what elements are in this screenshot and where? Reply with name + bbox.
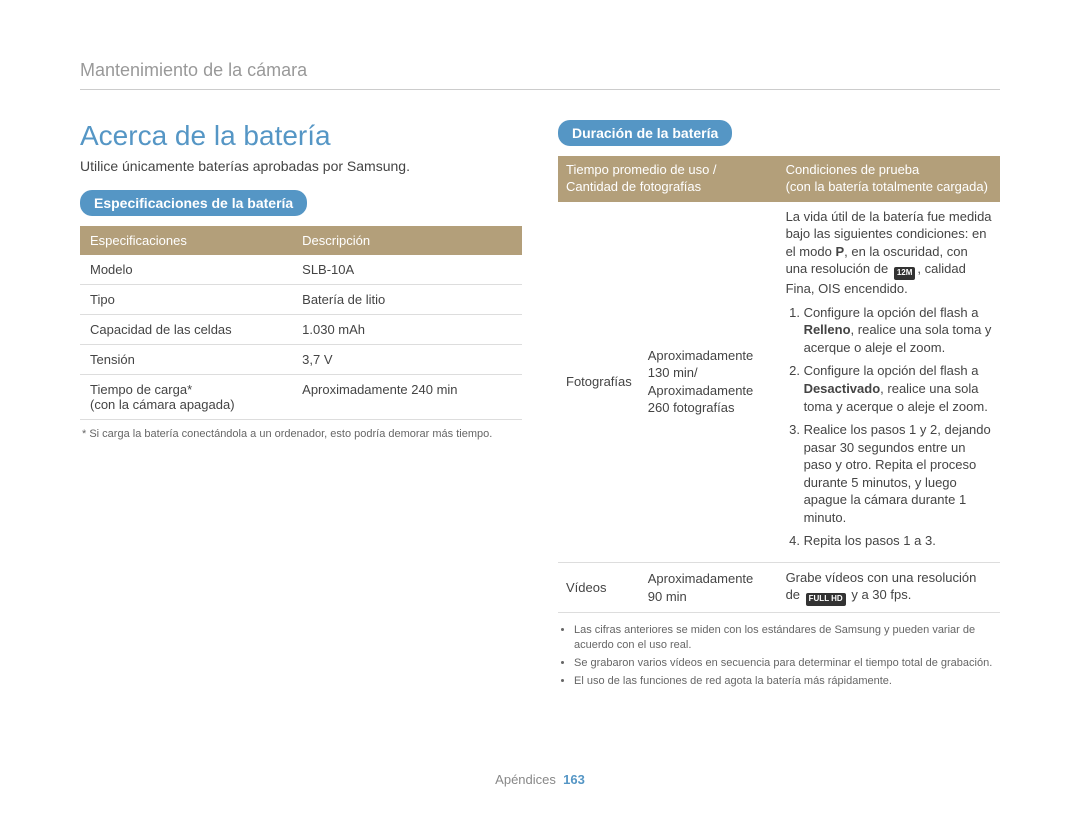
life-section-badge: Duración de la batería — [558, 120, 732, 146]
life-row-cond-photos: La vida útil de la batería fue medida ba… — [778, 202, 1000, 563]
page-title: Acerca de la batería — [80, 120, 522, 152]
step-item: Configure la opción del flash a Desactiv… — [804, 362, 992, 415]
spec-cell: Modelo — [80, 255, 292, 285]
resolution-icon: 12M — [894, 267, 916, 280]
steps-list: Configure la opción del flash a Relleno,… — [786, 304, 992, 550]
life-row-metric-photos: Aproximadamente 130 min/ Aproximadamente… — [640, 202, 778, 563]
table-row: Vídeos Aproximadamente 90 min Grabe víde… — [558, 562, 1000, 612]
spec-cell: Capacidad de las celdas — [80, 315, 292, 345]
fullhd-icon: FULL HD — [806, 593, 846, 606]
spec-cell: Tensión — [80, 345, 292, 375]
notes-list: Las cifras anteriores se miden con los e… — [558, 623, 1000, 688]
spec-footnote: * Si carga la batería conectándola a un … — [80, 428, 522, 440]
step-item: Repita los pasos 1 a 3. — [804, 532, 992, 550]
life-header-col2: Condiciones de prueba (con la batería to… — [778, 156, 1000, 202]
spec-header-spec: Especificaciones — [80, 226, 292, 255]
note-item: Las cifras anteriores se miden con los e… — [574, 623, 1000, 652]
table-row: Fotografías Aproximadamente 130 min/ Apr… — [558, 202, 1000, 563]
life-header-col2a: Condiciones de prueba — [786, 162, 920, 177]
life-row-cond-videos: Grabe vídeos con una resolución de FULL … — [778, 562, 1000, 612]
spec-table: Especificaciones Descripción Modelo SLB-… — [80, 226, 522, 420]
desc-cell: Batería de litio — [292, 285, 522, 315]
life-row-label-videos: Vídeos — [558, 562, 640, 612]
breadcrumb: Mantenimiento de la cámara — [80, 60, 1000, 90]
right-column: Duración de la batería Tiempo promedio d… — [558, 120, 1000, 692]
spec-cell: Tiempo de carga* (con la cámara apagada) — [80, 375, 292, 420]
table-row: Tipo Batería de litio — [80, 285, 522, 315]
desc-cell: SLB-10A — [292, 255, 522, 285]
table-row: Tiempo de carga* (con la cámara apagada)… — [80, 375, 522, 420]
life-row-metric-videos: Aproximadamente 90 min — [640, 562, 778, 612]
spec-cell-line1: Tiempo de carga* — [90, 382, 192, 397]
table-row: Capacidad de las celdas 1.030 mAh — [80, 315, 522, 345]
main-content: Acerca de la batería Utilice únicamente … — [80, 120, 1000, 692]
step-item: Realice los pasos 1 y 2, dejando pasar 3… — [804, 421, 992, 526]
step2a: Configure la opción del flash a — [804, 363, 979, 378]
life-header-col2b: (con la batería totalmente cargada) — [786, 179, 988, 194]
note-item: El uso de las funciones de red agota la … — [574, 674, 1000, 688]
step-item: Configure la opción del flash a Relleno,… — [804, 304, 992, 357]
page-footer: Apéndices 163 — [0, 772, 1080, 787]
spec-header-desc: Descripción — [292, 226, 522, 255]
video-cond-b: y a 30 fps. — [848, 587, 912, 602]
subtitle: Utilice únicamente baterías aprobadas po… — [80, 158, 522, 174]
step2b: Desactivado — [804, 381, 881, 396]
table-row: Modelo SLB-10A — [80, 255, 522, 285]
note-item: Se grabaron varios vídeos en secuencia p… — [574, 656, 1000, 670]
battery-life-table: Tiempo promedio de uso / Cantidad de fot… — [558, 156, 1000, 613]
life-row-label-photos: Fotografías — [558, 202, 640, 563]
spec-cell-line2: (con la cámara apagada) — [90, 397, 235, 412]
spec-section-badge: Especificaciones de la batería — [80, 190, 307, 216]
desc-cell: 1.030 mAh — [292, 315, 522, 345]
left-column: Acerca de la batería Utilice únicamente … — [80, 120, 522, 692]
step1b: Relleno — [804, 322, 851, 337]
desc-cell: Aproximadamente 240 min — [292, 375, 522, 420]
table-row: Tensión 3,7 V — [80, 345, 522, 375]
desc-cell: 3,7 V — [292, 345, 522, 375]
step1a: Configure la opción del flash a — [804, 305, 979, 320]
footer-pagenum: 163 — [563, 772, 585, 787]
mode-icon: P — [835, 244, 844, 259]
spec-cell: Tipo — [80, 285, 292, 315]
footer-section: Apéndices — [495, 772, 556, 787]
life-header-col1: Tiempo promedio de uso / Cantidad de fot… — [558, 156, 778, 202]
